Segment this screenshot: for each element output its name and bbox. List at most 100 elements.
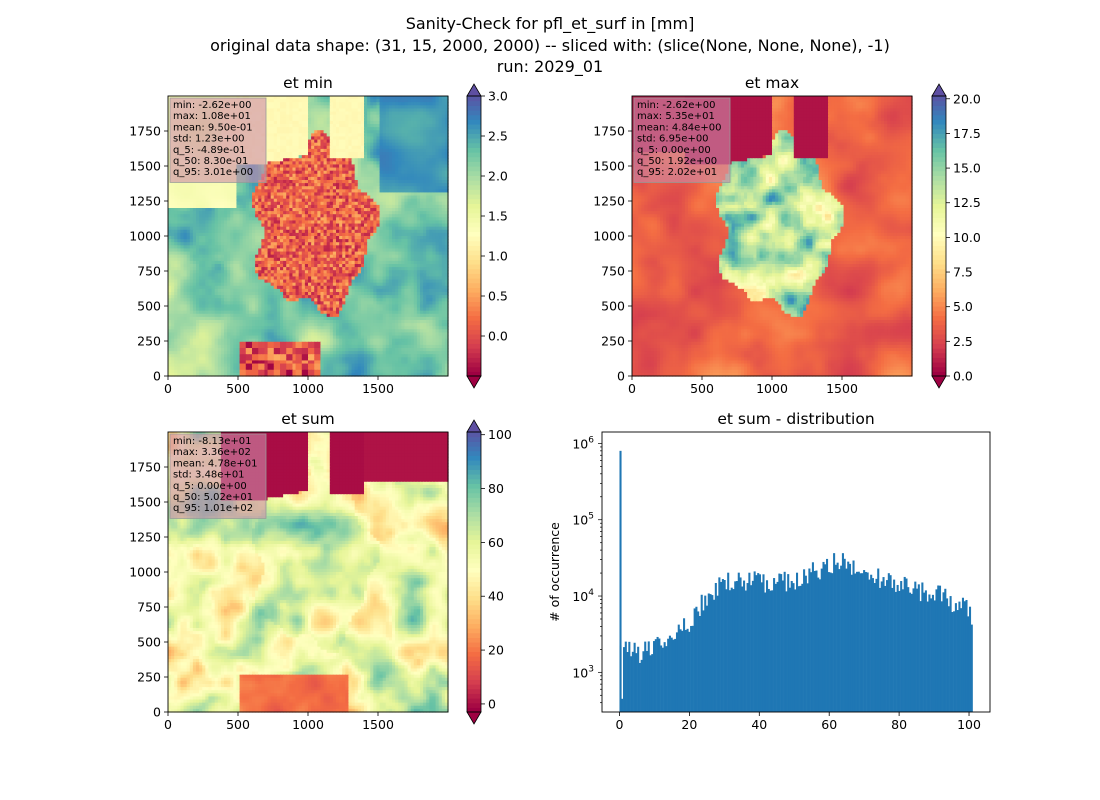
histogram-bar (856, 572, 858, 712)
histogram-bar (939, 586, 941, 712)
y-tick-label: 500 (601, 299, 625, 314)
y-tick-label: 500 (137, 635, 161, 650)
histogram-bar (738, 573, 740, 712)
y-tick-label: 250 (137, 670, 161, 685)
x-tick-label: 0 (164, 717, 172, 732)
histogram-bar (632, 652, 634, 712)
histogram-bar (724, 580, 726, 712)
histogram-bar (649, 655, 651, 712)
colorbar-tick-label: 0 (488, 696, 496, 711)
y-tick-label: 1000 (129, 229, 161, 244)
histogram-bar (734, 581, 736, 712)
colorbar-tick-label: 17.5 (953, 126, 981, 141)
histogram-bar (918, 584, 920, 712)
histogram-bar (731, 588, 733, 712)
histogram-bar (678, 625, 680, 712)
y-tick-label: 1250 (593, 194, 625, 209)
histogram-bar (780, 574, 782, 712)
histogram-bar (872, 578, 874, 712)
histogram-bar (895, 592, 897, 712)
colorbar-extend-min (932, 376, 946, 388)
y-tick-label: 1000 (593, 229, 625, 244)
histogram-bar (893, 580, 895, 712)
stats-line: max: 5.35e+01 (637, 111, 715, 122)
x-tick-label: 500 (226, 381, 250, 396)
histogram-bar (944, 589, 946, 712)
histogram-bar (828, 572, 830, 712)
histogram-bar (740, 577, 742, 712)
colorbar-tick-label: 10.0 (953, 230, 981, 245)
y-tick-label: 1250 (129, 530, 161, 545)
y-tick-label: 104 (572, 588, 594, 604)
histogram-bar (745, 591, 747, 712)
histogram-bar (950, 596, 952, 712)
histogram-bar (748, 573, 750, 712)
stats-line: min: -2.62e+00 (173, 100, 252, 111)
histogram-bar (792, 583, 794, 712)
histogram-bar (861, 573, 863, 712)
histogram-bar (627, 652, 629, 712)
x-tick-label: 1000 (292, 381, 324, 396)
colorbar-tick-label: 3.0 (488, 89, 508, 104)
stats-line: mean: 4.84e+00 (637, 122, 721, 133)
histogram-bar (761, 582, 763, 712)
histogram-bar (865, 572, 867, 712)
histogram-bar (667, 639, 669, 712)
histogram-bar (815, 571, 817, 712)
y-tick-label: 250 (137, 334, 161, 349)
histogram-bar (833, 553, 835, 712)
axes-title: et max (745, 74, 799, 92)
histogram-bar (905, 579, 907, 712)
histogram-bar (651, 654, 653, 712)
histogram-bar (969, 607, 971, 712)
histogram-bar (826, 559, 828, 712)
colorbar-tick-label: 0.0 (953, 369, 973, 384)
histogram-bar (958, 602, 960, 712)
x-tick-label: 1500 (362, 717, 394, 732)
stats-line: q_50: 8.30e-01 (173, 156, 248, 167)
histogram-bar (891, 588, 893, 712)
histogram-bar (635, 653, 637, 712)
y-tick-label: 1250 (129, 194, 161, 209)
histogram-bar (814, 571, 816, 712)
colorbar-tick-label: 40 (488, 589, 504, 604)
histogram-bar (902, 589, 904, 712)
histogram-bar (935, 589, 937, 712)
histogram-bar (870, 575, 872, 712)
histogram-bar (881, 581, 883, 712)
histogram-bar (808, 569, 810, 712)
colorbar-extend-min (467, 712, 481, 724)
histogram-bar (930, 598, 932, 712)
histogram-bar (838, 569, 840, 712)
stats-line: min: -2.62e+00 (637, 100, 716, 111)
histogram-bar (914, 582, 916, 712)
y-tick-label: 1500 (129, 159, 161, 174)
x-tick-label: 500 (226, 717, 250, 732)
histogram-bar (812, 562, 814, 712)
colorbar-tick-label: 15.0 (953, 161, 981, 176)
histogram-bar (840, 566, 842, 712)
histogram-bar (628, 642, 630, 712)
colorbar-tick-label: 1.5 (488, 209, 508, 224)
histogram-bar (665, 646, 667, 712)
histogram-bar (727, 573, 729, 712)
histogram-bar (708, 593, 710, 712)
x-tick-label: 1000 (292, 717, 324, 732)
histogram-bar (874, 583, 876, 712)
axes-title: et sum - distribution (717, 410, 874, 428)
histogram-bar (791, 581, 793, 712)
histogram-bar (965, 600, 967, 712)
histogram-bar (683, 618, 685, 712)
colorbar-tick-label: 1.0 (488, 249, 508, 264)
histogram-bar (634, 643, 636, 712)
histogram-bar (962, 598, 964, 712)
histogram-bar (773, 578, 775, 712)
histogram-bar (672, 640, 674, 712)
y-tick-label: 750 (137, 264, 161, 279)
colorbar-tick-label: 2.0 (488, 169, 508, 184)
stats-line: max: 1.08e+01 (173, 111, 251, 122)
histogram-bar (842, 553, 844, 712)
x-tick-label: 60 (821, 717, 837, 732)
